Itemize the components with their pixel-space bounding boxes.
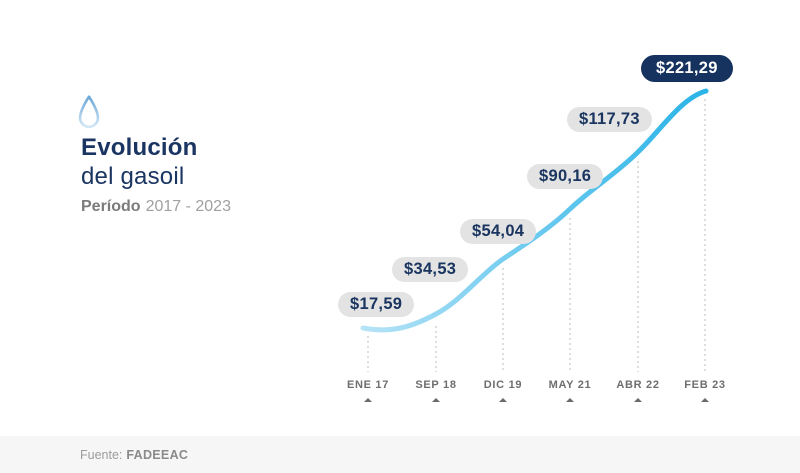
up-triangle-icon bbox=[432, 398, 440, 402]
value-label-pill: $34,53 bbox=[392, 257, 469, 282]
tick-label: MAY 21 bbox=[548, 379, 592, 391]
value-label-pill: $54,04 bbox=[460, 219, 537, 244]
price-curve bbox=[360, 88, 709, 333]
x-axis-tick: ENE 17 bbox=[328, 379, 408, 402]
value-label-pill: $90,16 bbox=[527, 164, 604, 189]
tick-label: ABR 22 bbox=[616, 379, 660, 391]
water-drop-icon bbox=[76, 93, 102, 138]
up-triangle-icon bbox=[364, 398, 372, 402]
value-label-pill: $17,59 bbox=[338, 292, 415, 317]
tick-label: DIC 19 bbox=[483, 379, 523, 391]
x-axis-tick: DIC 19 bbox=[463, 379, 543, 402]
period-label: Período bbox=[81, 198, 141, 215]
up-triangle-icon bbox=[634, 398, 642, 402]
guide-lines bbox=[367, 99, 706, 372]
chart-title-line1: Evolución bbox=[81, 134, 198, 161]
x-axis-tick: SEP 18 bbox=[396, 379, 476, 402]
up-triangle-icon bbox=[499, 398, 507, 402]
tick-label: SEP 18 bbox=[415, 379, 457, 391]
period-value: 2017 - 2023 bbox=[145, 198, 231, 215]
tick-label: ENE 17 bbox=[346, 379, 390, 391]
period-line: Período 2017 - 2023 bbox=[81, 198, 231, 216]
up-triangle-icon bbox=[701, 398, 709, 402]
title-block: Evolución del gasoil Período 2017 - 2023 bbox=[81, 134, 231, 216]
x-axis-tick: MAY 21 bbox=[530, 379, 610, 402]
tick-label: FEB 23 bbox=[684, 379, 726, 391]
value-label-pill: $117,73 bbox=[567, 107, 652, 132]
value-label-pill-highlight: $221,29 bbox=[641, 55, 733, 82]
source-footer-bar: Fuente: FADEEAC bbox=[0, 436, 800, 473]
source-value: FADEEAC bbox=[126, 447, 189, 462]
source-label: Fuente: bbox=[80, 447, 123, 462]
chart-title-line2: del gasoil bbox=[81, 163, 185, 190]
up-triangle-icon bbox=[566, 398, 574, 402]
x-axis-tick: ABR 22 bbox=[598, 379, 678, 402]
x-axis-tick: FEB 23 bbox=[665, 379, 745, 402]
